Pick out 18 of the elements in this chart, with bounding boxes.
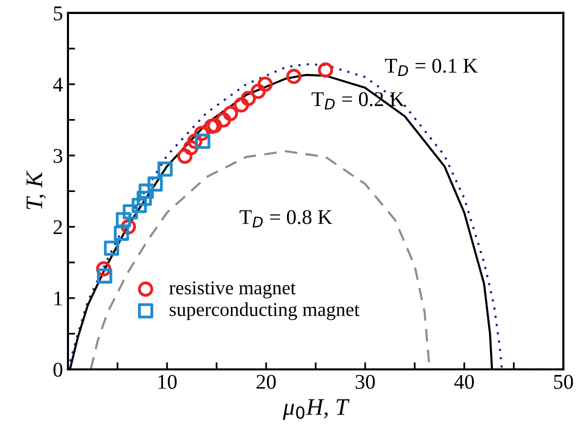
series-label: T$_{D}$ = 0.2 K bbox=[312, 92, 404, 110]
y-tick-label: 5 bbox=[54, 6, 62, 20]
legend-label: superconducting magnet bbox=[170, 302, 360, 320]
x-axis-title: μ$_{0}$H, T bbox=[282, 399, 350, 420]
y-tick-label: 4 bbox=[53, 78, 63, 92]
x-tick-label: 30 bbox=[356, 374, 375, 389]
series-label: T$_{D}$ = 0.1 K bbox=[385, 58, 478, 76]
y-tick-label: 0 bbox=[53, 362, 62, 377]
y-axis-title: T, K bbox=[26, 170, 46, 210]
y-tick-label: 2 bbox=[54, 220, 62, 234]
y-tick-label: 3 bbox=[54, 148, 62, 163]
x-tick-label: 20 bbox=[256, 374, 276, 389]
y-tick-label: 1 bbox=[54, 292, 62, 306]
x-tick-label: 40 bbox=[454, 374, 474, 389]
x-tick-label: 10 bbox=[158, 374, 177, 389]
legend-label: resistive magnet bbox=[169, 281, 296, 298]
x-tick-label: 50 bbox=[554, 374, 573, 389]
series-label: T$_{D}$ = 0.8 K bbox=[240, 210, 332, 228]
